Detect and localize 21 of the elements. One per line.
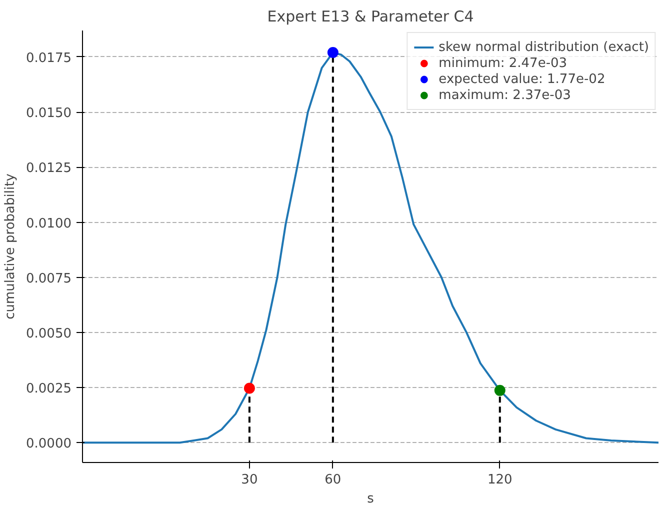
legend-label: skew normal distribution (exact) <box>438 39 649 55</box>
y-axis-title: cumulative probability <box>3 173 18 320</box>
point <box>244 382 255 394</box>
chart-title: Expert E13 & Parameter C4 <box>267 8 474 26</box>
x-axis-title: s <box>367 492 374 506</box>
y-tick-label: 0.0175 <box>26 50 72 66</box>
y-tick-label: 0.0050 <box>26 326 72 342</box>
y-tick-label: 0.0100 <box>26 216 72 232</box>
x-tick-label: 30 <box>241 472 258 488</box>
y-tick-label: 0.0150 <box>26 106 72 122</box>
y-tick-label: 0.0000 <box>26 436 72 452</box>
legend-label: maximum: 2.37e-03 <box>438 87 571 103</box>
legend-label: minimum: 2.47e-03 <box>438 55 568 71</box>
y-tick-label: 0.0125 <box>26 161 72 176</box>
x-tick-label: 60 <box>324 472 342 488</box>
y-tick-label: 0.0075 <box>26 271 72 286</box>
legend-label: expected value: 1.77e-02 <box>438 71 606 87</box>
y-tick-label: 0.0025 <box>26 382 72 397</box>
point <box>494 384 506 396</box>
x-tick-label: 120 <box>487 472 512 488</box>
point <box>327 47 338 58</box>
